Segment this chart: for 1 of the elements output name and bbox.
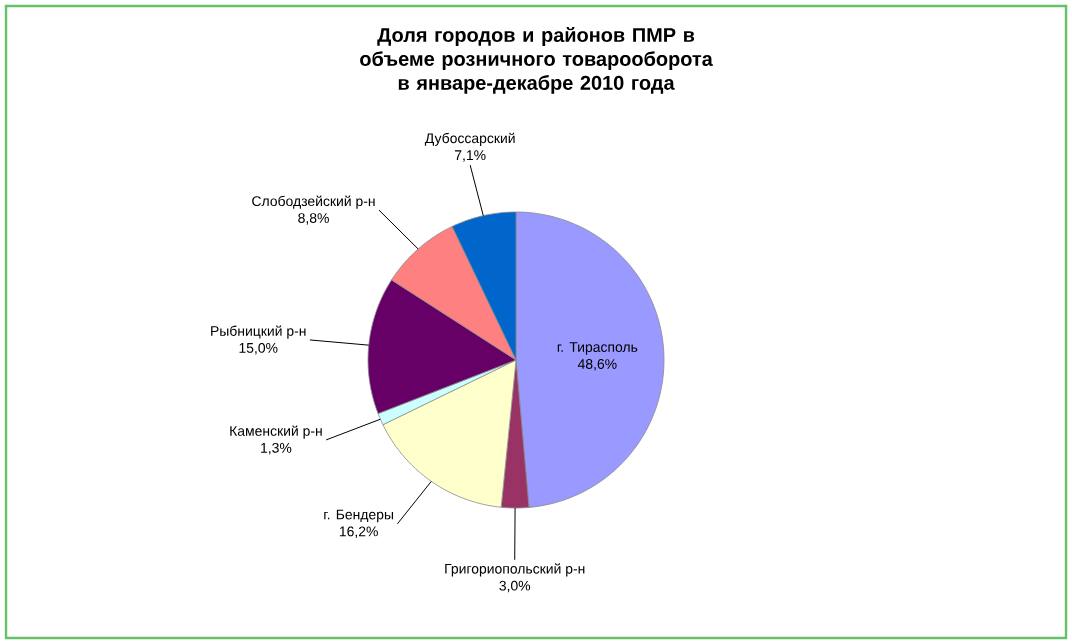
chart-title: Доля городов и районов ПМР в объеме розничного товарооборота в январе-декабре 2010 года	[360, 27, 713, 94]
